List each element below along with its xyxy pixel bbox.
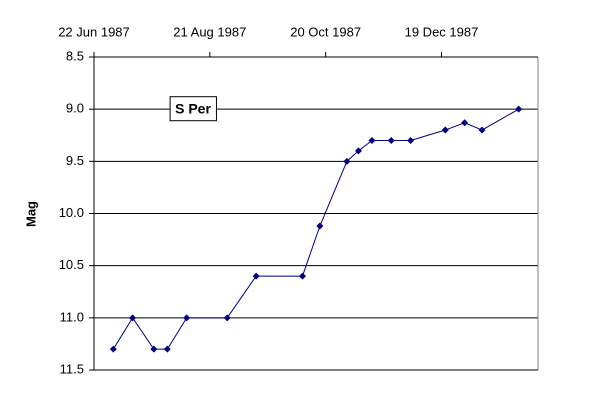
annotation-box — [169, 96, 217, 122]
data-point — [461, 119, 469, 127]
y-tick-label: 10.0 — [59, 205, 84, 220]
data-point — [109, 345, 117, 353]
y-tick-label: 11.5 — [60, 361, 84, 376]
x-tick-label: 19 Dec 1987 — [405, 24, 479, 39]
annotation: S Per — [175, 101, 211, 117]
data-point — [354, 147, 362, 155]
data-point — [478, 126, 486, 134]
data-point — [183, 314, 191, 322]
data-point — [387, 136, 395, 144]
data-point — [515, 105, 523, 113]
y-tick-label: 9.0 — [66, 101, 84, 116]
data-point — [223, 314, 231, 322]
data-point — [163, 345, 171, 353]
data-point — [441, 126, 449, 134]
y-tick-label: 9.5 — [66, 153, 84, 168]
x-tick-label: 22 Jun 1987 — [58, 24, 130, 39]
y-axis-label: Mag — [23, 201, 38, 227]
x-tick-label: 20 Oct 1987 — [290, 24, 361, 39]
y-tick-label: 10.5 — [59, 257, 84, 272]
data-point — [368, 136, 376, 144]
data-point — [150, 345, 158, 353]
y-tick-label: 8.5 — [66, 48, 84, 63]
data-point — [252, 272, 260, 280]
data-point — [129, 314, 137, 322]
y-tick-label: 11.0 — [60, 309, 84, 324]
x-tick-label: 21 Aug 1987 — [173, 24, 246, 39]
data-point — [407, 136, 415, 144]
data-point — [316, 222, 324, 230]
data-point — [343, 157, 351, 165]
data-point — [298, 272, 306, 280]
